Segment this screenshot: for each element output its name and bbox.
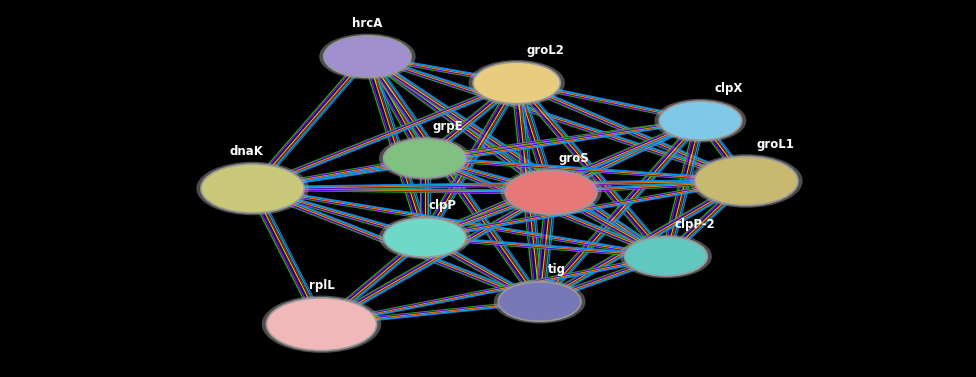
Ellipse shape bbox=[379, 216, 470, 259]
Ellipse shape bbox=[324, 36, 411, 77]
Text: groL2: groL2 bbox=[526, 44, 564, 57]
Ellipse shape bbox=[655, 99, 747, 143]
Ellipse shape bbox=[494, 280, 586, 323]
Text: tig: tig bbox=[548, 264, 566, 276]
Text: hrcA: hrcA bbox=[352, 17, 383, 30]
Text: dnaK: dnaK bbox=[230, 146, 264, 158]
Text: groL1: groL1 bbox=[756, 138, 794, 151]
Text: clpP: clpP bbox=[428, 199, 456, 212]
Ellipse shape bbox=[384, 139, 467, 178]
Text: clpX: clpX bbox=[715, 83, 744, 95]
Ellipse shape bbox=[319, 34, 416, 80]
Text: rplL: rplL bbox=[308, 279, 335, 292]
Ellipse shape bbox=[690, 154, 802, 208]
Ellipse shape bbox=[506, 170, 597, 214]
Text: grpE: grpE bbox=[432, 120, 464, 133]
Ellipse shape bbox=[695, 156, 798, 205]
Ellipse shape bbox=[201, 164, 305, 213]
Ellipse shape bbox=[501, 168, 601, 216]
Ellipse shape bbox=[379, 136, 470, 180]
Ellipse shape bbox=[499, 282, 581, 321]
Ellipse shape bbox=[625, 237, 708, 276]
Ellipse shape bbox=[473, 62, 560, 104]
Ellipse shape bbox=[468, 60, 565, 106]
Ellipse shape bbox=[196, 162, 308, 215]
Text: groS: groS bbox=[558, 152, 590, 165]
Ellipse shape bbox=[262, 296, 382, 353]
Ellipse shape bbox=[266, 298, 377, 351]
Text: clpP-2: clpP-2 bbox=[674, 218, 715, 231]
Ellipse shape bbox=[384, 218, 467, 257]
Ellipse shape bbox=[620, 234, 712, 278]
Ellipse shape bbox=[659, 101, 742, 140]
